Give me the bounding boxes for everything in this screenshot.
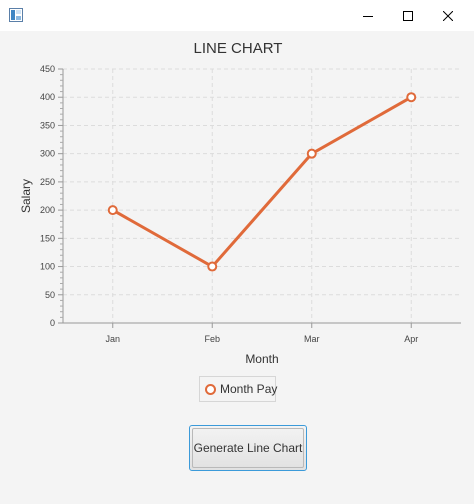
java-app-icon: [9, 8, 23, 22]
legend-series-symbol: [205, 383, 216, 395]
x-tick-label: Jan: [105, 334, 120, 344]
chart-title: LINE CHART: [194, 40, 283, 57]
maximize-icon: [403, 10, 413, 21]
generate-line-chart-button[interactable]: Generate Line Chart: [189, 425, 307, 471]
y-tick-label: 200: [40, 205, 55, 215]
y-axis-label: Salary: [19, 179, 33, 213]
y-tick-label: 450: [40, 64, 55, 74]
y-tick-label: 400: [40, 92, 55, 102]
data-point: [107, 205, 118, 216]
minimize-button[interactable]: [345, 0, 391, 31]
y-tick-label: 250: [40, 177, 55, 187]
y-tick-label: 50: [45, 290, 55, 300]
minimize-icon: [363, 11, 373, 21]
x-tick-label: Feb: [204, 334, 220, 344]
data-point: [306, 148, 317, 159]
data-point: [406, 92, 417, 103]
y-tick-label: 300: [40, 149, 55, 159]
close-button[interactable]: [425, 0, 471, 31]
title-bar[interactable]: [0, 0, 474, 31]
legend-label: Month Pay: [220, 382, 278, 396]
data-point: [207, 261, 218, 272]
x-tick-label: Apr: [404, 334, 418, 344]
window-content: LINE CHART 0 50 100 150 200 250 300 350 400 450 Ja…: [0, 31, 474, 504]
x-axis-label: Month: [245, 352, 278, 366]
y-tick-label: 0: [50, 318, 55, 328]
generate-line-chart-label: Generate Line Chart: [192, 428, 304, 468]
series-line: [112, 95, 412, 269]
close-icon: [443, 10, 453, 21]
maximize-button[interactable]: [385, 0, 431, 31]
line-chart: LINE CHART 0 50 100 150 200 250 300 350 400 450 Ja…: [19, 40, 461, 366]
y-tick-label: 100: [40, 262, 55, 272]
plot-area: [63, 69, 461, 323]
x-tick-label: Mar: [304, 334, 320, 344]
chart-legend: Month Pay: [199, 376, 278, 402]
y-tick-label: 350: [40, 120, 55, 130]
y-tick-label: 150: [40, 233, 55, 243]
